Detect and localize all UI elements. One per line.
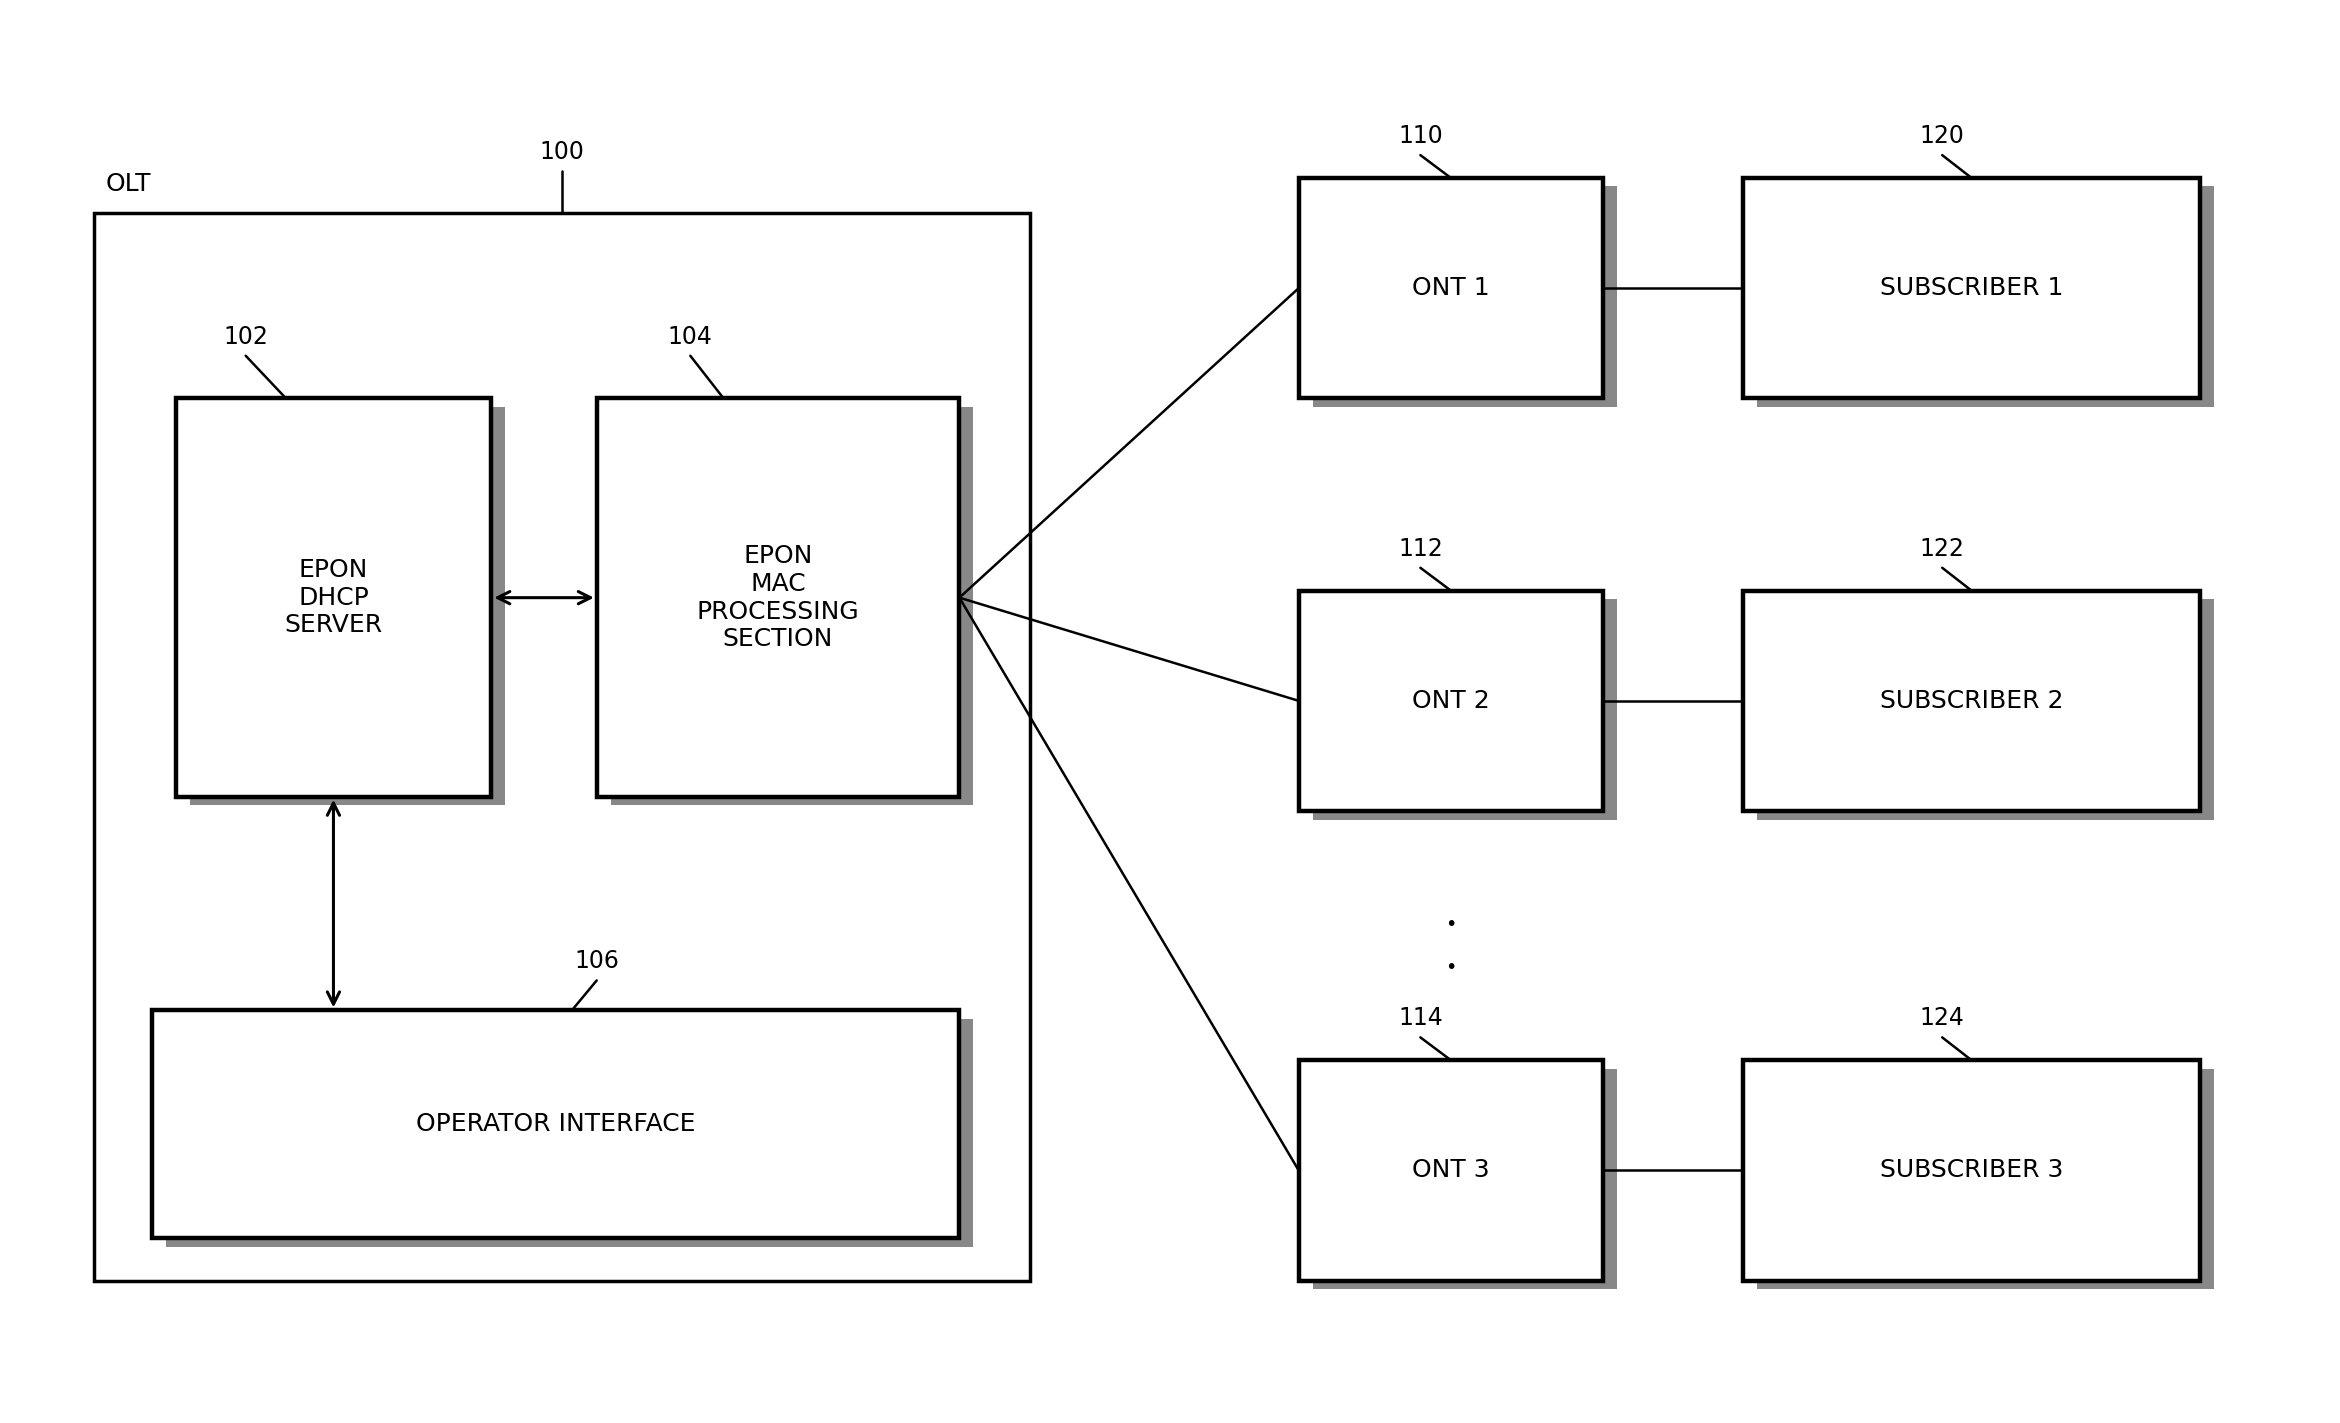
Text: 112: 112	[1397, 536, 1444, 561]
Text: 106: 106	[573, 949, 620, 973]
Bar	[1743, 1060, 2200, 1281]
Text: OLT: OLT	[105, 172, 150, 196]
Bar	[1743, 178, 2200, 398]
Bar	[1313, 599, 1617, 820]
Bar	[611, 407, 973, 805]
Text: 102: 102	[222, 324, 269, 349]
Bar	[1299, 591, 1603, 811]
Text: •: •	[1446, 915, 1455, 935]
Text: EPON
DHCP
SERVER: EPON DHCP SERVER	[285, 558, 381, 638]
Bar	[1757, 1069, 2214, 1289]
Bar	[152, 1010, 959, 1238]
Text: •: •	[1446, 958, 1455, 978]
Text: ONT 2: ONT 2	[1411, 689, 1491, 713]
Bar	[166, 1019, 973, 1247]
Bar	[176, 398, 491, 797]
Text: 104: 104	[667, 324, 714, 349]
Text: EPON
MAC
PROCESSING
SECTION: EPON MAC PROCESSING SECTION	[697, 544, 859, 652]
Text: SUBSCRIBER 2: SUBSCRIBER 2	[1879, 689, 2064, 713]
Text: ONT 1: ONT 1	[1411, 276, 1491, 300]
Bar	[1299, 1060, 1603, 1281]
Text: 124: 124	[1919, 1006, 1966, 1030]
Text: SUBSCRIBER 1: SUBSCRIBER 1	[1879, 276, 2064, 300]
Bar	[1743, 591, 2200, 811]
Bar	[1757, 599, 2214, 820]
Text: 100: 100	[538, 139, 585, 164]
Text: SUBSCRIBER 3: SUBSCRIBER 3	[1879, 1158, 2064, 1183]
Bar	[1313, 1069, 1617, 1289]
Text: 122: 122	[1919, 536, 1966, 561]
Text: 110: 110	[1397, 124, 1444, 148]
Text: ONT 3: ONT 3	[1411, 1158, 1491, 1183]
Bar	[94, 213, 1030, 1281]
Bar	[597, 398, 959, 797]
Text: 114: 114	[1397, 1006, 1444, 1030]
Bar	[1299, 178, 1603, 398]
Bar	[1313, 186, 1617, 407]
Bar	[190, 407, 505, 805]
Bar	[1757, 186, 2214, 407]
Text: 120: 120	[1919, 124, 1966, 148]
Text: OPERATOR INTERFACE: OPERATOR INTERFACE	[417, 1113, 695, 1136]
